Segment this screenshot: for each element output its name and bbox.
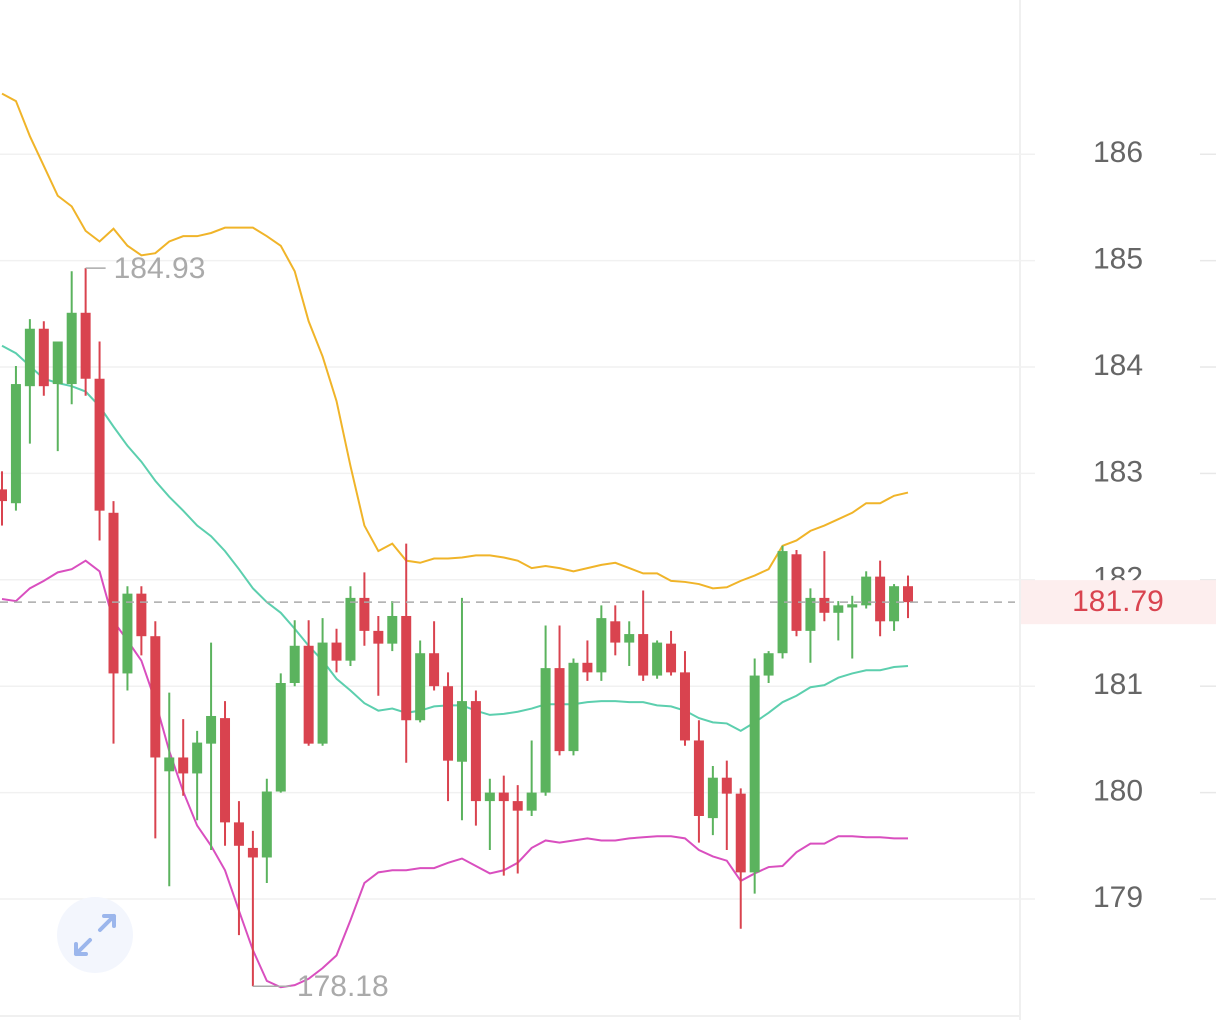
candle-body xyxy=(652,642,663,676)
candle-body xyxy=(582,662,593,673)
candle-body xyxy=(192,742,203,774)
y-tick-label: 179 xyxy=(1093,881,1143,914)
y-tick-label: 186 xyxy=(1093,136,1143,169)
candle-body xyxy=(359,597,370,631)
candle-body xyxy=(638,634,649,676)
candle-body xyxy=(721,777,732,794)
candle-body xyxy=(206,715,217,744)
candle-body xyxy=(707,777,718,819)
candle-body xyxy=(903,586,913,603)
candle-body xyxy=(679,672,690,741)
candle-body xyxy=(624,634,635,643)
y-tick-label: 180 xyxy=(1093,775,1143,808)
candle-body xyxy=(512,801,523,811)
candle-body xyxy=(373,630,384,644)
candle-body xyxy=(693,740,704,816)
candle-body xyxy=(233,822,244,846)
candle-body xyxy=(289,645,300,684)
candle-body xyxy=(136,593,147,637)
price-label: 181.79 xyxy=(1072,585,1164,618)
candle-body xyxy=(387,615,398,644)
candle-body xyxy=(24,328,35,387)
candle-body xyxy=(749,675,760,873)
candle-body xyxy=(275,683,286,792)
candle-body xyxy=(456,701,467,762)
expand-button[interactable] xyxy=(57,897,133,973)
candle-body xyxy=(875,576,886,622)
candle-body xyxy=(526,792,537,811)
high-label: 184.93 xyxy=(114,252,206,285)
y-tick-label: 185 xyxy=(1093,243,1143,276)
candle-body xyxy=(554,668,565,752)
candle-body xyxy=(345,597,356,661)
candle-body xyxy=(261,791,272,858)
candle-body xyxy=(791,554,802,631)
candle-body xyxy=(415,653,426,721)
candle-body xyxy=(220,718,231,823)
candle-body xyxy=(52,341,63,385)
candle-body xyxy=(303,645,314,744)
candle-body xyxy=(568,662,579,752)
candle-body xyxy=(38,328,49,387)
candle-body xyxy=(847,604,858,608)
candle-body xyxy=(805,597,816,631)
candle-body xyxy=(833,605,844,613)
candle-body xyxy=(498,792,509,802)
candle-body xyxy=(819,597,830,613)
low-label: 178.18 xyxy=(297,970,389,1003)
candle-body xyxy=(484,792,495,802)
candle-body xyxy=(666,643,677,673)
candle-body xyxy=(178,757,189,774)
candle-body xyxy=(861,576,872,606)
y-tick-label: 181 xyxy=(1093,668,1143,701)
candle-body xyxy=(777,551,788,654)
candle-body xyxy=(66,312,77,385)
candle-body xyxy=(247,847,258,858)
candle-body xyxy=(889,586,900,622)
candle-body xyxy=(150,636,161,758)
band-line xyxy=(1,92,909,590)
candle-body xyxy=(596,618,607,673)
candle-body xyxy=(10,384,21,504)
candle-body xyxy=(610,621,621,643)
candle-body xyxy=(331,642,342,661)
candle-body xyxy=(540,668,551,793)
price-tag xyxy=(1021,580,1216,625)
candle-body xyxy=(94,378,105,511)
candle-body xyxy=(0,489,7,502)
expand-button-bg xyxy=(57,897,133,973)
candle-body xyxy=(763,653,774,676)
candle-body xyxy=(80,312,91,379)
y-tick-label: 183 xyxy=(1093,455,1143,488)
candle-body xyxy=(317,642,328,744)
y-tick-label: 184 xyxy=(1093,349,1143,382)
candle-body xyxy=(164,757,175,772)
candle-body xyxy=(108,512,119,674)
candle-body xyxy=(470,701,481,802)
expand-icon xyxy=(74,914,116,956)
candle-body xyxy=(735,793,746,873)
candle-body xyxy=(429,653,440,687)
candle-body xyxy=(443,686,454,761)
candle-body xyxy=(122,593,133,674)
candle-body xyxy=(401,615,412,721)
